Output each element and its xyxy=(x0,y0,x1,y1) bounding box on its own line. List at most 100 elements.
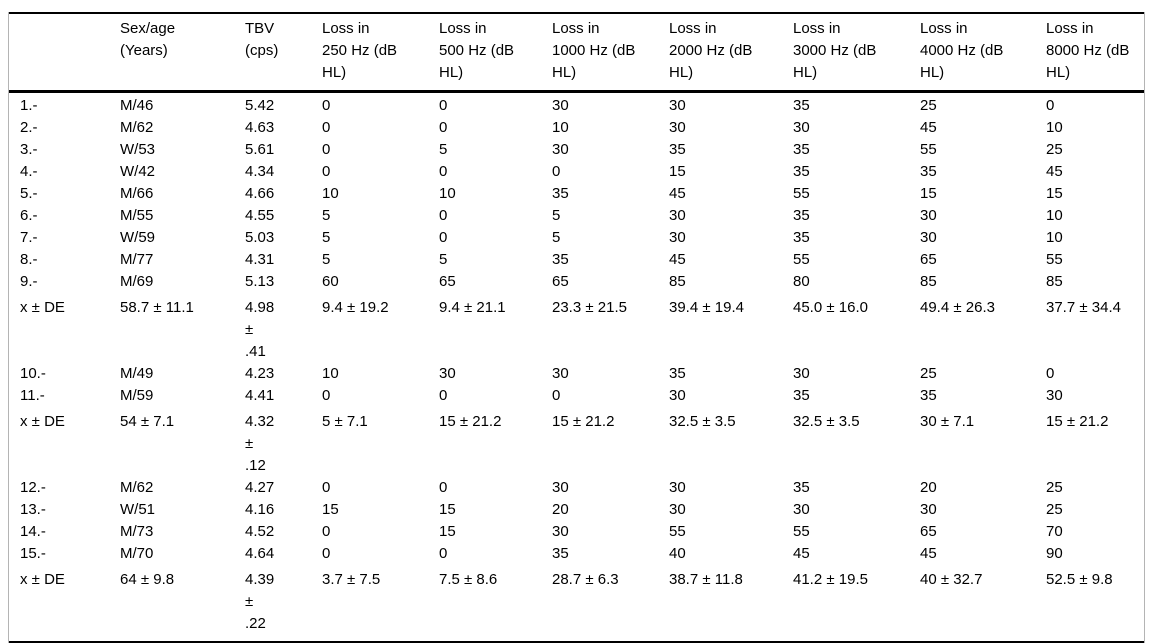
table-cell: 15 ± 21.2 xyxy=(1046,413,1109,430)
row-label: 2.- xyxy=(20,119,38,136)
row-label: x ± DE xyxy=(20,299,65,316)
table-header: Sex/age (Years) TBV (cps) Loss in 250 Hz… xyxy=(9,13,1144,93)
table-row: 14.- M/73 4.52 0 15 30 55 55 65 70 xyxy=(9,521,1144,543)
table-cell: M/62 xyxy=(120,479,154,496)
table-row: 6.- M/55 4.55 5 0 5 30 35 30 10 xyxy=(9,205,1144,227)
table-cell: 30 xyxy=(793,501,810,518)
table-cell: 30 xyxy=(439,365,456,382)
table-cell: 45 xyxy=(920,119,937,136)
table-cell: 32.5 ± 3.5 xyxy=(669,413,736,430)
table-cell: 5 xyxy=(439,141,448,158)
table-cell: 0 xyxy=(1046,97,1055,114)
table-cell: 4.66 xyxy=(245,185,275,202)
row-label: 12.- xyxy=(20,479,46,496)
table-cell: 0 xyxy=(1046,365,1055,382)
table-cell: 10 xyxy=(1046,207,1063,224)
table-cell: M/73 xyxy=(120,523,154,540)
table-cell: 30 xyxy=(552,479,569,496)
table-row: 5.- M/66 4.66 10 10 35 45 55 15 15 xyxy=(9,183,1144,205)
table-cell: M/49 xyxy=(120,365,154,382)
table-cell: 0 xyxy=(322,141,331,158)
table-cell: 25 xyxy=(1046,479,1063,496)
table-cell: M/46 xyxy=(120,97,154,114)
table-cell: 0 xyxy=(322,97,331,114)
column-header-loss-500: Loss in 500 Hz (dB HL) xyxy=(437,13,550,93)
table-cell: 0 xyxy=(552,163,561,180)
column-header-loss-8000: Loss in 8000 Hz (dB HL) xyxy=(1044,13,1144,93)
table-cell: 55 xyxy=(669,523,686,540)
table-cell: M/77 xyxy=(120,251,154,268)
table-cell: 35 xyxy=(793,387,810,404)
table-cell: 35 xyxy=(793,207,810,224)
table-cell: W/51 xyxy=(120,501,156,518)
table-cell: 0 xyxy=(439,163,448,180)
table-cell: 15 xyxy=(439,523,456,540)
table-cell: 4.98 ± .41 xyxy=(245,299,275,360)
table-cell: 0 xyxy=(439,479,448,496)
table-cell: 4.52 xyxy=(245,523,275,540)
audiometry-data-table: Sex/age (Years) TBV (cps) Loss in 250 Hz… xyxy=(9,12,1144,643)
table-cell: 90 xyxy=(1046,545,1063,562)
table-row: 3.- W/53 5.61 0 5 30 35 35 55 25 xyxy=(9,139,1144,161)
table-cell: 35 xyxy=(793,163,810,180)
table-cell: 4.27 xyxy=(245,479,275,496)
column-header-sex-age: Sex/age (Years) xyxy=(118,13,243,93)
row-label: 7.- xyxy=(20,229,38,246)
table-cell: 35 xyxy=(552,545,569,562)
table-cell: 0 xyxy=(322,479,331,496)
summary-row: x ± DE 58.7 ± 11.1 4.98 ± .41 9.4 ± 19.2 9.4… xyxy=(9,293,1144,363)
table-cell: 4.64 xyxy=(245,545,275,562)
table-cell: 5 xyxy=(552,229,561,246)
summary-row: x ± DE 54 ± 7.1 4.32 ± .12 5 ± 7.1 15 ± 21.2… xyxy=(9,407,1144,477)
table-cell: 32.5 ± 3.5 xyxy=(793,413,860,430)
table-cell: 25 xyxy=(1046,141,1063,158)
table-cell: W/59 xyxy=(120,229,156,246)
table-cell: 64 ± 9.8 xyxy=(120,571,175,588)
table-cell: 0 xyxy=(322,119,331,136)
table-cell: 30 xyxy=(669,387,686,404)
table-cell: 5 ± 7.1 xyxy=(322,413,368,430)
table-cell: 45 xyxy=(793,545,810,562)
data-table-container: Sex/age (Years) TBV (cps) Loss in 250 Hz… xyxy=(8,12,1145,643)
table-cell: 30 xyxy=(552,365,569,382)
table-cell: 5.13 xyxy=(245,273,275,290)
table-cell: 55 xyxy=(793,185,810,202)
table-cell: 39.4 ± 19.4 xyxy=(669,299,744,316)
table-cell: 58.7 ± 11.1 xyxy=(120,299,194,316)
table-cell: 0 xyxy=(322,545,331,562)
table-cell: 10 xyxy=(322,365,339,382)
table-cell: 45 xyxy=(669,185,686,202)
table-row: 2.- M/62 4.63 0 0 10 30 30 45 10 xyxy=(9,117,1144,139)
table-cell: 35 xyxy=(920,387,937,404)
table-cell: 7.5 ± 8.6 xyxy=(439,571,498,588)
table-cell: 30 xyxy=(920,207,937,224)
table-cell: 35 xyxy=(793,479,810,496)
column-header-tbv: TBV (cps) xyxy=(243,13,320,93)
table-cell: 20 xyxy=(920,479,937,496)
table-cell: 40 xyxy=(669,545,686,562)
table-cell: W/53 xyxy=(120,141,156,158)
table-cell: 40 ± 32.7 xyxy=(920,571,983,588)
table-cell: M/66 xyxy=(120,185,154,202)
table-cell: 15 ± 21.2 xyxy=(552,413,615,430)
table-cell: M/69 xyxy=(120,273,154,290)
table-cell: 55 xyxy=(920,141,937,158)
column-header-loss-2000: Loss in 2000 Hz (dB HL) xyxy=(667,13,791,93)
table-cell: 10 xyxy=(1046,119,1063,136)
table-cell: 35 xyxy=(793,229,810,246)
table-row: 1.- M/46 5.42 0 0 30 30 35 25 0 xyxy=(9,92,1144,118)
row-label: 10.- xyxy=(20,365,46,382)
table-cell: 0 xyxy=(322,387,331,404)
table-cell: 65 xyxy=(439,273,456,290)
table-cell: 55 xyxy=(1046,251,1063,268)
row-label: 6.- xyxy=(20,207,38,224)
table-cell: 10 xyxy=(322,185,339,202)
table-cell: 35 xyxy=(669,365,686,382)
table-cell: 35 xyxy=(669,141,686,158)
table-cell: 35 xyxy=(552,251,569,268)
table-cell: 20 xyxy=(552,501,569,518)
table-row: 8.- M/77 4.31 5 5 35 45 55 65 55 xyxy=(9,249,1144,271)
table-cell: 5 xyxy=(322,207,331,224)
table-cell: 55 xyxy=(793,251,810,268)
table-cell: 85 xyxy=(1046,273,1063,290)
